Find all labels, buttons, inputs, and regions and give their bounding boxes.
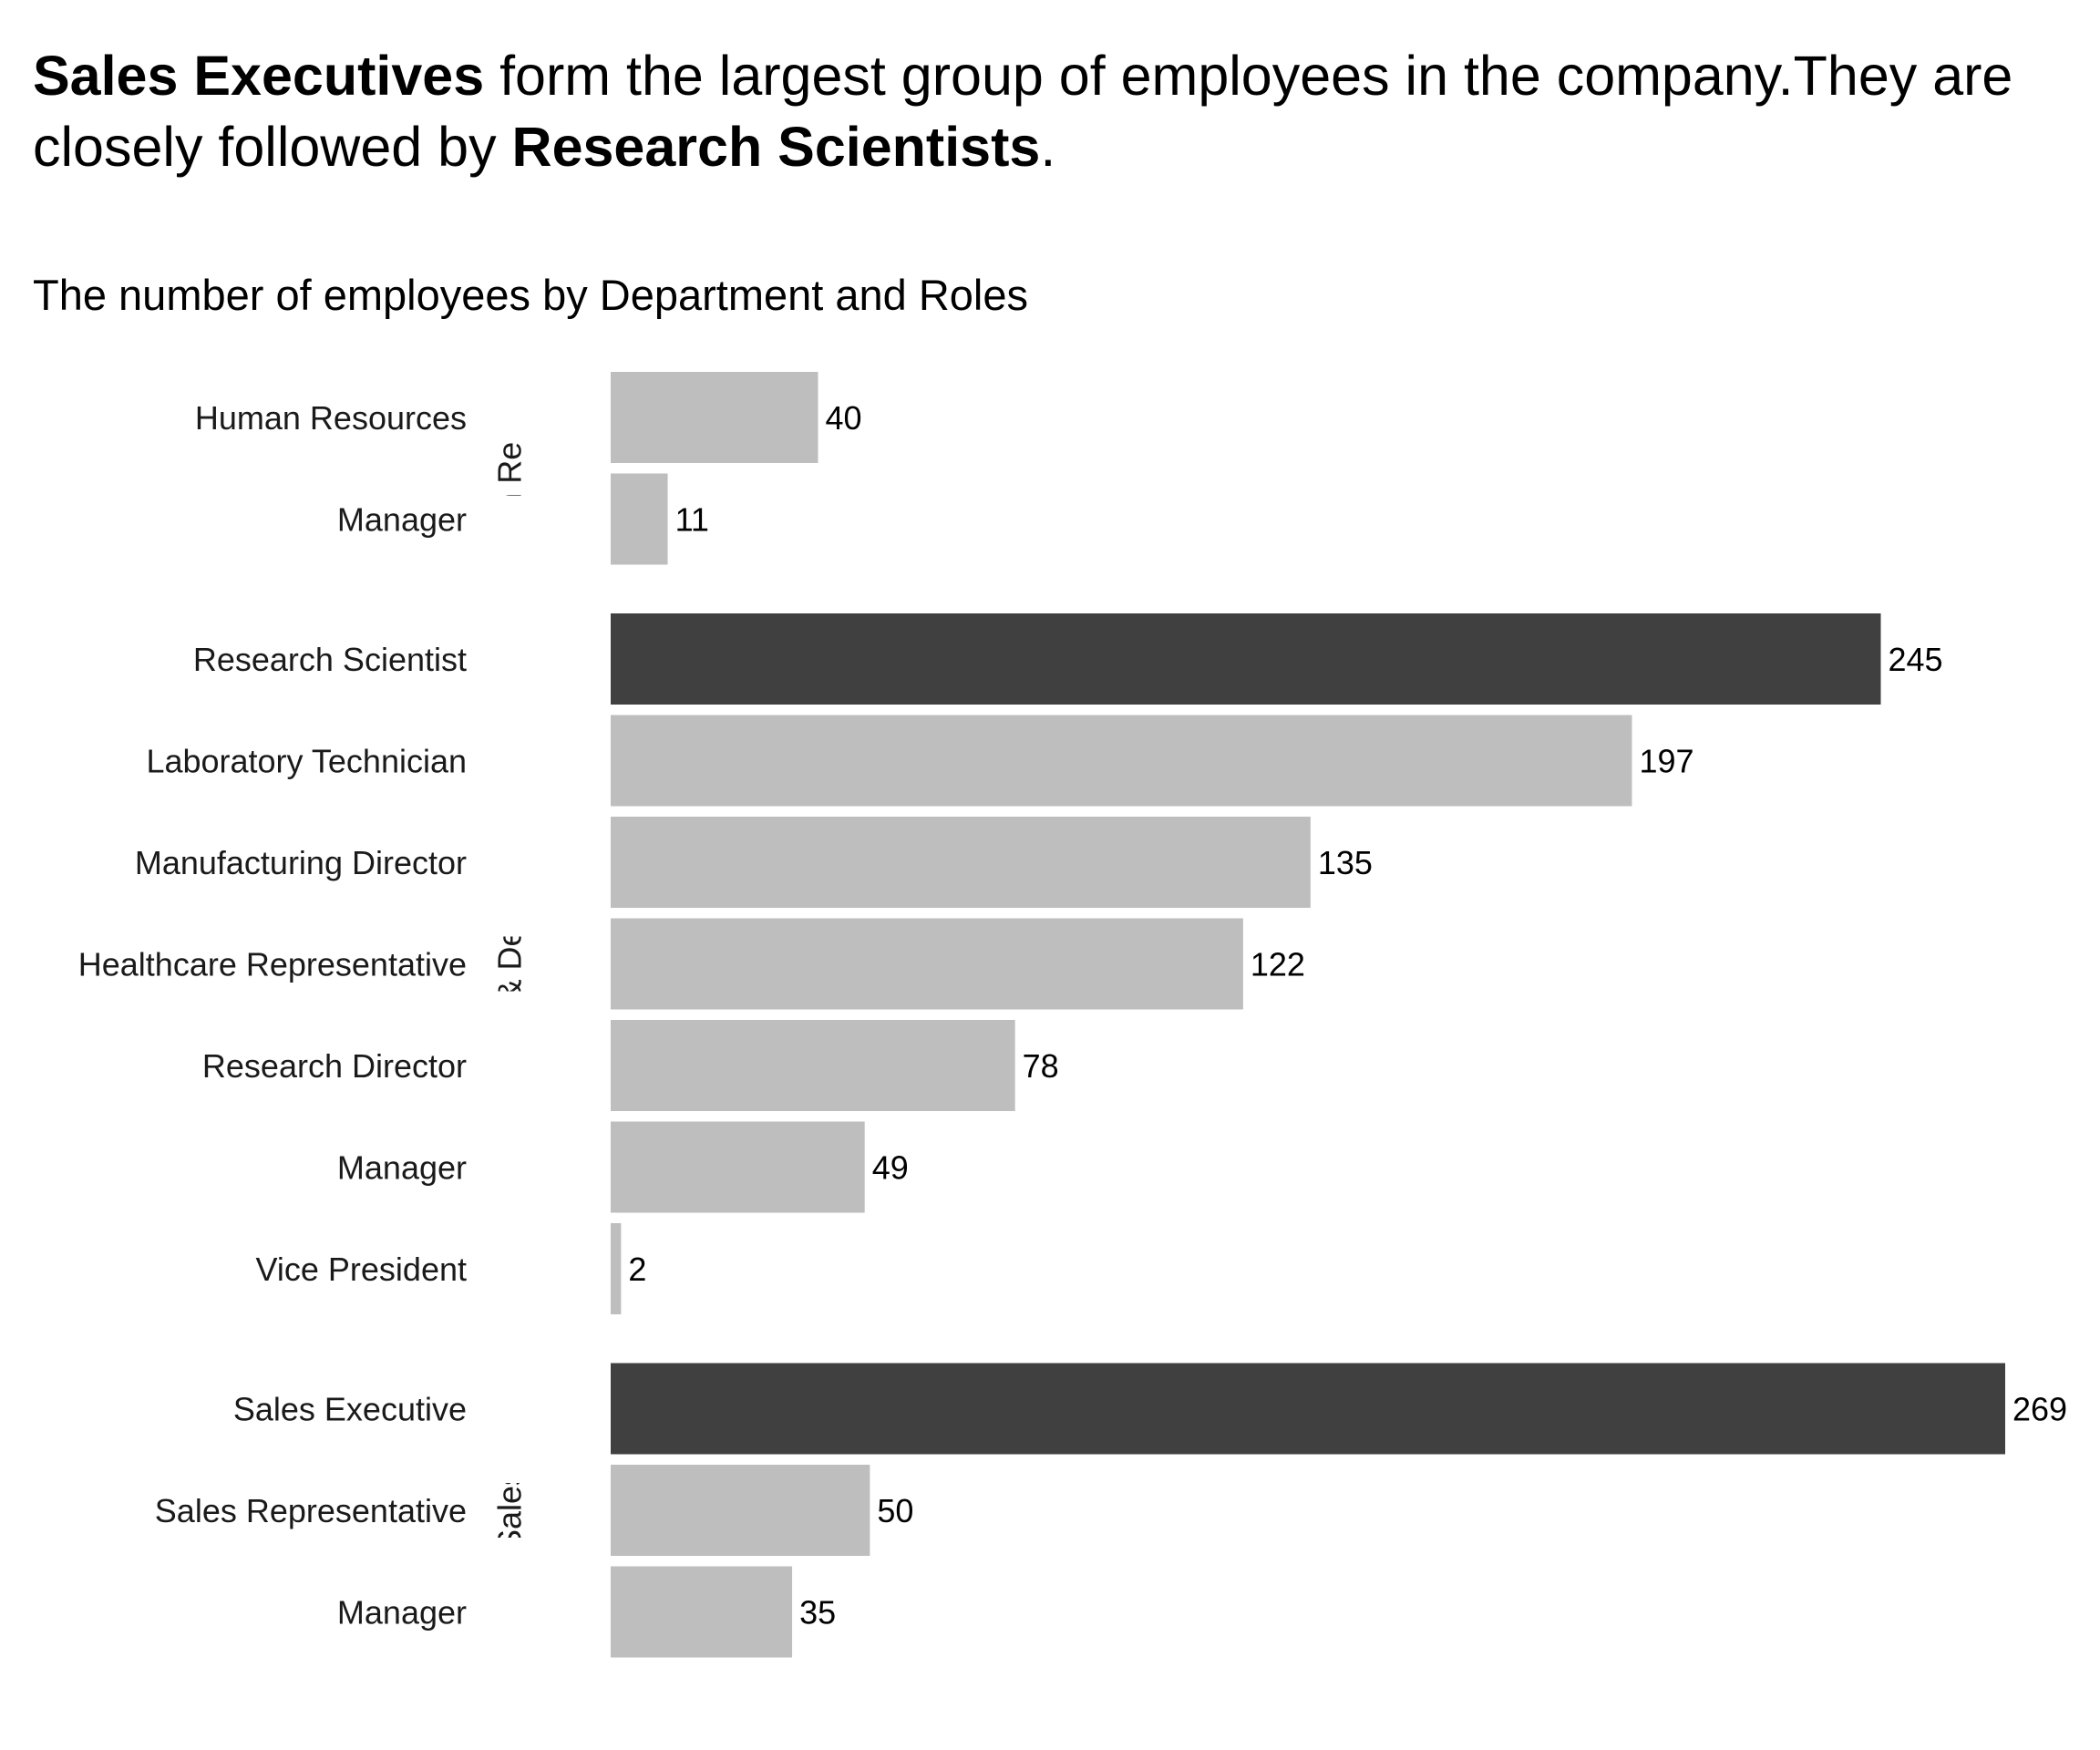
bar-research-scientist [611,613,1881,705]
bar-research-director [611,1020,1015,1111]
facet-sales: Sales Executive 269 Sales Representative 50… [155,1363,2067,1658]
value-label: 35 [799,1594,836,1632]
facet-label: Sales [491,1469,529,1551]
category-label: Sales Executive [233,1391,467,1428]
bar-laboratory-technician [611,715,1632,807]
facet-label: uman Resourc [491,362,529,575]
headline-text-1: form the largest group of employees in t… [33,45,2013,178]
bar-manager [611,473,668,565]
value-label: 49 [872,1149,909,1187]
headline-bold-2: Research Scientists [511,116,1041,178]
value-label: 40 [826,399,862,437]
value-label: 135 [1318,844,1373,881]
category-label: Research Scientist [193,641,467,678]
category-label: Manager [337,501,467,539]
headline-text-2: . [1040,116,1056,178]
bar-vice-president [611,1223,622,1314]
value-label: 2 [628,1251,646,1288]
category-label: Research Director [202,1047,467,1085]
bar-sales-executive [611,1363,2005,1455]
category-label: Sales Representative [155,1492,467,1529]
category-label: Manager [337,1149,467,1187]
headline: Sales Executives form the largest group … [33,40,2074,182]
headline-bold-1: Sales Executives [33,45,485,107]
facet-human-resources: Human Resources 40 Manager 11 [195,372,862,565]
bar-sales-representative [611,1465,870,1556]
bar-manager [611,1121,865,1213]
bar-healthcare-representative [611,918,1243,1010]
chart-subtitle: The number of employees by Department an… [33,271,1029,319]
value-label: 78 [1023,1047,1059,1085]
bar-manager [611,1566,793,1658]
value-label: 11 [675,501,709,539]
category-label: Laboratory Technician [146,743,467,780]
value-label: 122 [1251,946,1305,983]
bar-human-resources [611,372,818,463]
bar-manufacturing-director [611,817,1311,908]
category-label: Vice President [256,1251,467,1288]
category-label: Manufacturing Director [135,844,467,881]
category-label: Healthcare Representative [78,946,467,983]
value-label: 245 [1888,641,1942,678]
value-label: 269 [2012,1391,2067,1428]
facet-research-development: Research Scientist 245 Laboratory Technici… [78,613,1943,1314]
category-label: Manager [337,1594,467,1632]
facet-label: Research & Development [491,777,529,1150]
category-label: Human Resources [195,399,467,437]
value-label: 197 [1639,743,1693,780]
value-label: 50 [877,1492,913,1529]
